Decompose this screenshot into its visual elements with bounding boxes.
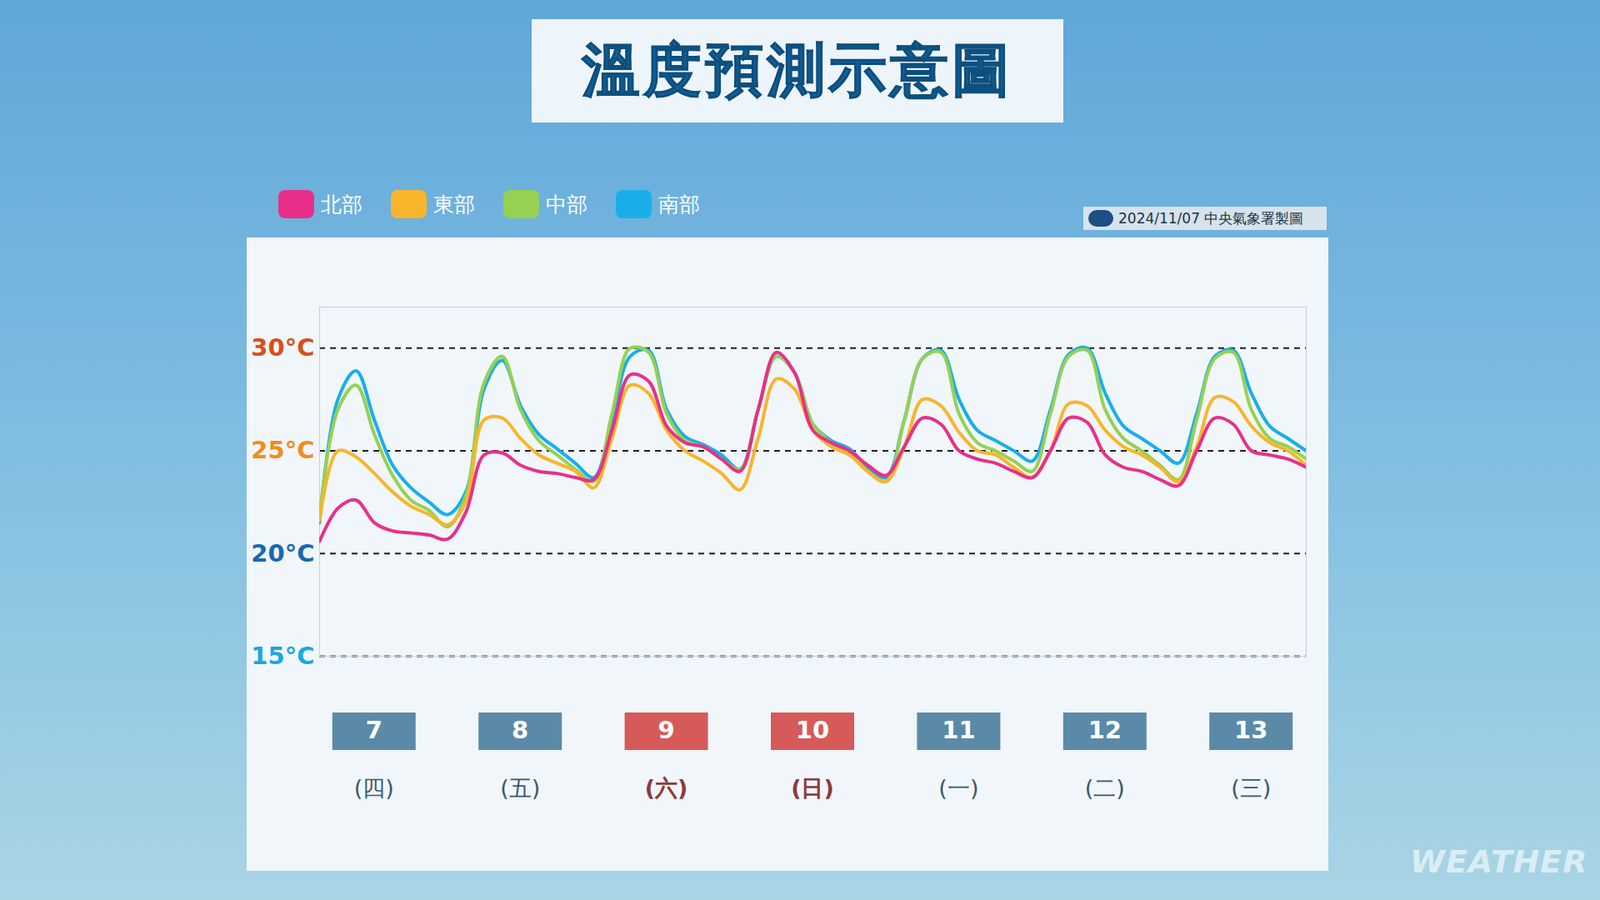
svg-text:9: 9 — [657, 715, 675, 745]
svg-text:12: 12 — [1088, 715, 1122, 745]
svg-text:20°C: 20°C — [250, 539, 315, 568]
svg-text:7: 7 — [365, 715, 383, 745]
html-text:東部: 東部 — [433, 192, 475, 217]
html-text:WEATHER: WEATHER — [1410, 843, 1588, 880]
html-text:溫度預測示意圖: 溫度預測示意圖 — [581, 35, 1014, 105]
svg-text:(三): (三) — [1230, 775, 1271, 801]
svg-text:30°C: 30°C — [250, 333, 315, 362]
svg-text:15°C: 15°C — [250, 641, 315, 670]
svg-text:8: 8 — [511, 715, 529, 745]
svg-text:(一): (一) — [938, 775, 979, 801]
html-text:南部: 南部 — [658, 192, 700, 217]
html-text:北部: 北部 — [320, 192, 363, 217]
svg-text:(日): (日) — [790, 775, 835, 801]
svg-text:13: 13 — [1234, 715, 1268, 745]
svg-text:(六): (六) — [645, 775, 689, 801]
svg-text:11: 11 — [941, 715, 975, 745]
svg-text:(五): (五) — [500, 775, 540, 801]
svg-text:(四): (四) — [354, 775, 395, 801]
svg-text:25°C: 25°C — [250, 435, 315, 465]
svg-text:(二): (二) — [1085, 775, 1125, 801]
html-text:2024/11/07 中央氣象署製圖: 2024/11/07 中央氣象署製圖 — [1118, 209, 1304, 227]
svg-text:10: 10 — [795, 715, 830, 745]
html-text:中部: 中部 — [545, 192, 588, 217]
